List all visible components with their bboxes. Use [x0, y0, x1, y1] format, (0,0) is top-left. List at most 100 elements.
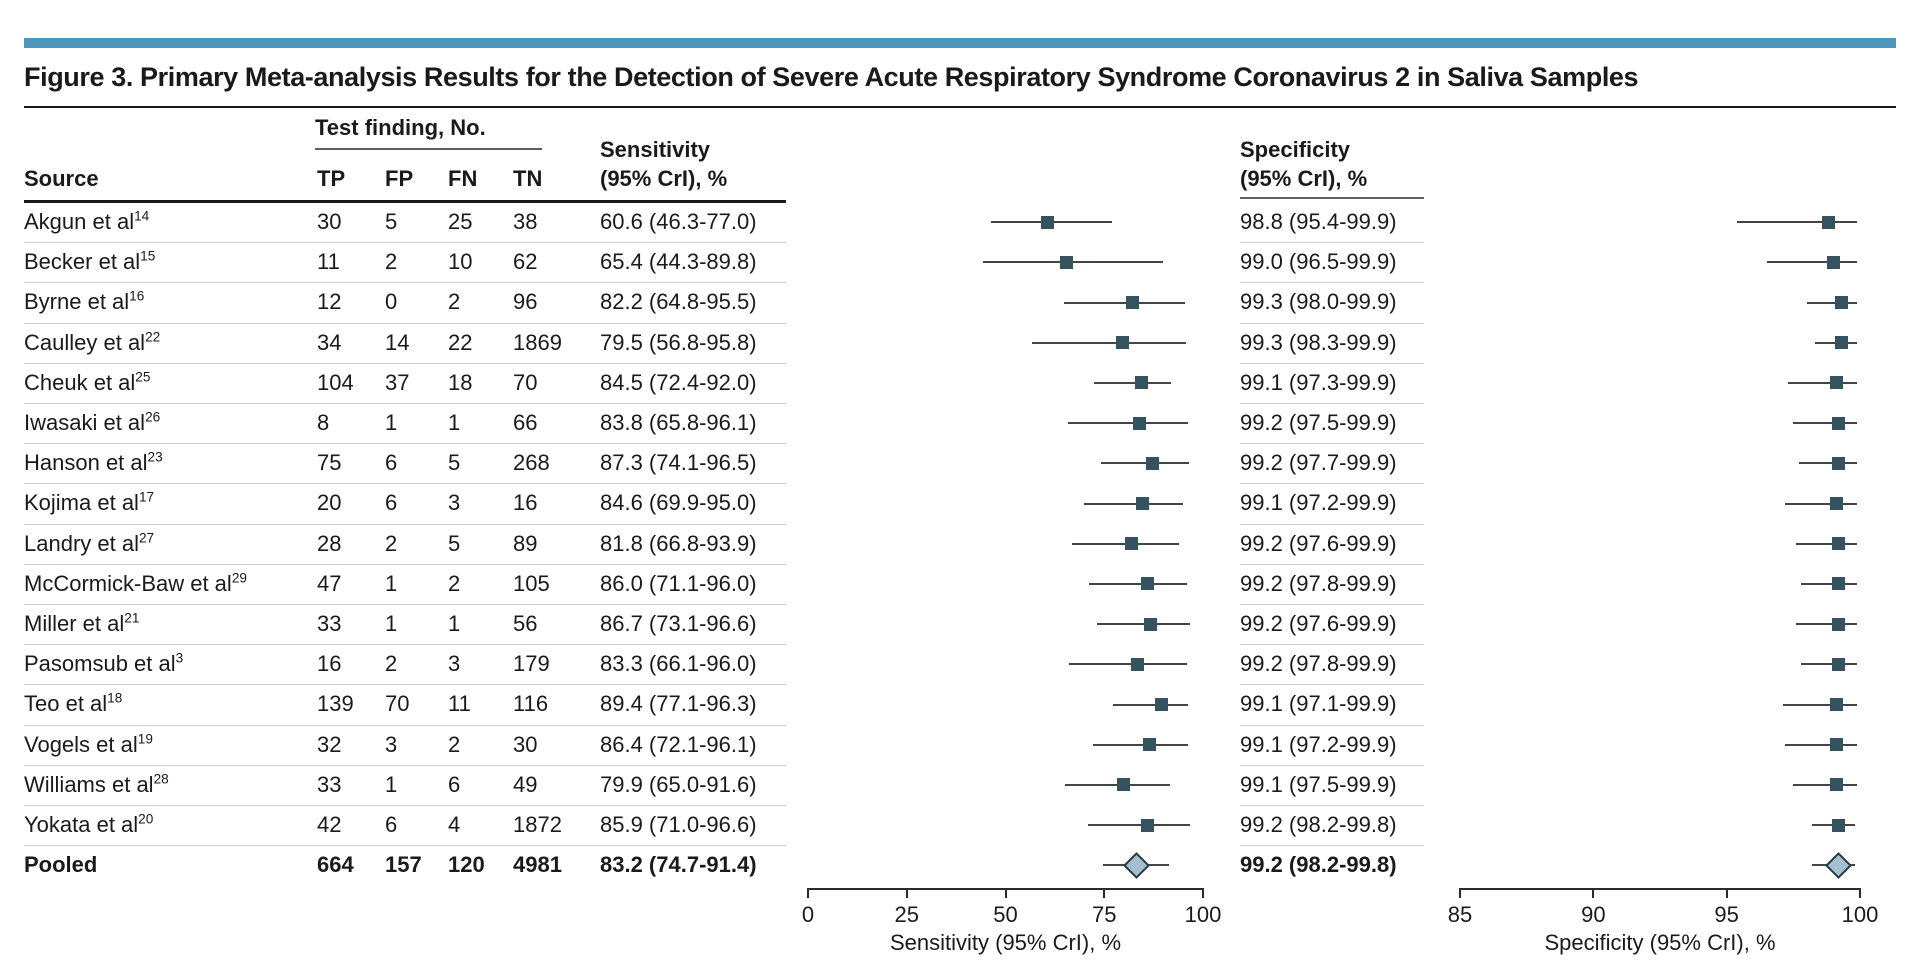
ci-line — [1100, 462, 1190, 465]
axis-tick-label: 100 — [1184, 902, 1222, 927]
point-estimate-marker — [1834, 336, 1848, 350]
source-text: Yokata et al — [24, 812, 139, 837]
specificity-value-cell: 99.2 (97.8-99.9) — [1240, 570, 1397, 596]
fp-cell: 0 — [385, 289, 398, 315]
point-estimate-marker — [1832, 456, 1846, 470]
fn-cell: 2 — [448, 570, 461, 596]
row-separator — [24, 684, 786, 686]
source-text: Landry et al — [24, 530, 139, 556]
fn-cell: 4 — [448, 812, 461, 837]
row-separator — [24, 282, 786, 284]
reference-superscript: 28 — [153, 771, 169, 787]
sensitivity-value-cell: 79.5 (56.8-95.8) — [600, 329, 757, 355]
fn-cell: 5 — [448, 530, 461, 556]
source-text: Vogels et al — [24, 731, 138, 757]
sensitivity-value-cell: 87.3 (74.1-96.5) — [600, 450, 757, 476]
row-separator — [1240, 805, 1424, 806]
row-separator — [1240, 684, 1424, 686]
axis-tick — [807, 888, 809, 898]
fp-cell: 1 — [385, 771, 398, 797]
row-separator — [24, 403, 786, 404]
figure: Figure 3. Primary Meta-analysis Results … — [24, 38, 1896, 970]
sensitivity-value-cell: 86.4 (72.1-96.1) — [600, 731, 757, 757]
source-cell: Vogels et al19 — [24, 725, 153, 765]
point-estimate-marker — [1140, 818, 1154, 832]
ci-line — [1793, 783, 1858, 786]
tn-cell: 1872 — [513, 812, 562, 837]
point-estimate-marker — [1135, 497, 1149, 510]
specificity-value-cell: 99.0 (96.5-99.9) — [1240, 249, 1397, 275]
fn-cell: 3 — [448, 651, 461, 677]
reference-superscript: 14 — [134, 208, 150, 224]
reference-superscript: 17 — [138, 490, 155, 506]
ci-line — [1737, 221, 1858, 224]
specificity-value-cell: 99.1 (97.3-99.9) — [1240, 369, 1397, 395]
specificity-value-cell: 99.2 (97.8-99.9) — [1240, 651, 1397, 677]
fp-cell: 1 — [385, 410, 398, 435]
row-separator — [1240, 443, 1424, 445]
axis-tick — [1725, 888, 1728, 898]
specificity-value-cell: 99.2 (97.5-99.9) — [1240, 410, 1397, 435]
ci-line — [1782, 703, 1858, 706]
tp-cell: 33 — [317, 771, 342, 797]
point-estimate-marker — [1143, 617, 1157, 631]
sensitivity-column-header-line1: Sensitivity — [600, 137, 711, 162]
specificity-value-cell: 99.1 (97.2-99.9) — [1240, 731, 1397, 757]
reference-superscript: 15 — [140, 248, 156, 264]
point-estimate-marker — [1154, 698, 1168, 711]
row-separator — [24, 362, 786, 364]
point-estimate-marker — [1829, 698, 1843, 711]
specificity-value-cell: 99.2 (98.2-99.8) — [1240, 852, 1397, 878]
ci-line — [1063, 301, 1186, 304]
specificity-value-cell: 99.3 (98.3-99.9) — [1240, 329, 1397, 355]
tp-cell: 42 — [317, 812, 342, 837]
source-header: Source — [24, 166, 99, 191]
ci-line — [1801, 582, 1858, 585]
row-separator — [1240, 322, 1424, 324]
point-estimate-marker — [1826, 255, 1840, 269]
fn-cell: 2 — [448, 289, 461, 315]
tp-cell: 32 — [317, 731, 342, 757]
forest-plot-body: Test finding, No. Source TP FP FN TN Sen… — [24, 108, 1896, 970]
axis-tick-label: 90 — [1581, 902, 1606, 927]
source-text: Byrne et al — [24, 289, 130, 315]
tp-cell: 11 — [317, 249, 340, 275]
sensitivity-value-cell: 86.0 (71.1-96.0) — [600, 570, 757, 596]
point-estimate-marker — [1146, 456, 1160, 470]
axis-tick-label: 25 — [894, 902, 919, 927]
source-cell: Kojima et al17 — [24, 483, 154, 523]
point-estimate-marker — [1115, 336, 1129, 350]
reference-superscript: 16 — [129, 289, 145, 305]
ci-line — [1067, 422, 1188, 425]
row-separator — [1240, 523, 1424, 525]
fn-cell: 1 — [448, 410, 461, 435]
tn-cell: 38 — [513, 209, 538, 234]
ci-line — [1798, 462, 1858, 465]
row-separator — [24, 604, 786, 605]
tp-cell: 33 — [317, 611, 342, 636]
source-text: Kojima et al — [24, 490, 139, 516]
row-separator — [1240, 362, 1424, 364]
ci-line — [1788, 381, 1858, 384]
source-cell: Pooled — [24, 845, 97, 885]
specificity-column-header-line2: (95% CrI), % — [1240, 166, 1368, 191]
row-separator — [24, 523, 786, 525]
table-header-rule — [24, 200, 786, 203]
ci-line — [1796, 542, 1858, 545]
source-text: Iwasaki et al — [24, 410, 146, 435]
sensitivity-value-cell: 89.4 (77.1-96.3) — [600, 691, 757, 717]
specificity-value-cell: 98.8 (95.4-99.9) — [1240, 209, 1397, 234]
fn-cell: 120 — [448, 852, 485, 878]
source-text: Miller et al — [24, 611, 125, 636]
axis-tick — [1004, 888, 1007, 898]
reference-superscript: 29 — [231, 570, 247, 586]
figure-accent-bar — [24, 38, 1896, 48]
source-cell: Iwasaki et al26 — [24, 403, 160, 443]
ci-line — [1069, 663, 1188, 666]
source-text: Caulley et al — [24, 329, 146, 355]
fn-cell: 18 — [448, 369, 473, 395]
row-separator — [1240, 483, 1424, 485]
reference-superscript: 25 — [135, 369, 151, 385]
tp-cell: 47 — [317, 570, 342, 596]
sensitivity-value-cell: 83.3 (66.1-96.0) — [600, 651, 757, 677]
